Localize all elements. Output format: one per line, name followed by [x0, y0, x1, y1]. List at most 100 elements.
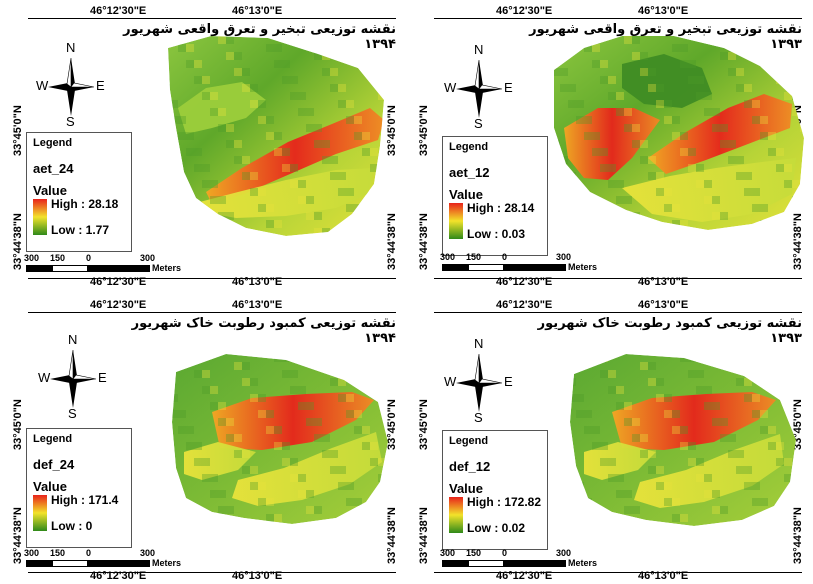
- legend-high: High : 28.18: [51, 197, 119, 211]
- legend-color-ramp: [33, 495, 47, 531]
- legend-color-ramp: [33, 199, 47, 235]
- legend-box: Legend def_24 Value High : 171.4 Low : 0: [26, 428, 132, 548]
- legend-heading: Legend: [449, 435, 489, 447]
- coord-bottom-left: 46°12'30"E: [90, 570, 147, 582]
- scale-bar: 300 150 0 300 Meters: [24, 253, 194, 279]
- legend-color-ramp: [449, 203, 463, 239]
- compass-n: N: [68, 332, 78, 347]
- map-panel-aet-1393: 46°12'30"E 46°13'0"E 46°12'30"E 46°13'0"…: [412, 5, 808, 290]
- north-arrow-icon: N S W E: [444, 336, 514, 425]
- raster-map: [172, 354, 388, 524]
- scale-bar: 300 150 0 300 Meters: [440, 548, 610, 574]
- scale-label-300-left: 300: [24, 548, 40, 558]
- map-zone-1: [184, 442, 256, 480]
- coord-top-left: 46°12'30"E: [90, 5, 147, 17]
- legend-low: Low : 0.02: [467, 521, 526, 535]
- map-zone-1: [192, 168, 374, 218]
- coord-bottom-left: 46°12'30"E: [496, 276, 553, 288]
- legend-heading: Legend: [33, 137, 73, 149]
- coord-bottom-left: 46°12'30"E: [496, 570, 553, 582]
- scale-units: Meters: [152, 263, 182, 273]
- legend-layer-name: def_24: [33, 457, 75, 472]
- legend-value-label: Value: [449, 481, 483, 496]
- legend-box: Legend def_12 Value High : 172.82 Low : …: [442, 430, 548, 550]
- legend-high: High : 171.4: [51, 493, 119, 507]
- coord-top-right: 46°13'0"E: [232, 5, 283, 17]
- raster-map: [554, 36, 804, 230]
- compass-w: W: [444, 80, 457, 95]
- coord-top-left: 46°12'30"E: [496, 299, 553, 311]
- map-zone-0: [206, 108, 384, 204]
- map-zone-0: [564, 108, 660, 180]
- scale-bar: 300 150 0 300 Meters: [440, 252, 610, 278]
- scale-label-150: 150: [466, 548, 482, 558]
- map-zone-2: [178, 82, 266, 134]
- scale-label-300-right: 300: [140, 548, 156, 558]
- compass-e: E: [504, 80, 513, 95]
- compass-s: S: [474, 116, 483, 131]
- scale-label-300-right: 300: [140, 253, 156, 263]
- compass-e: E: [504, 374, 513, 389]
- coord-top-right: 46°13'0"E: [638, 5, 689, 17]
- map-zone-2: [634, 434, 784, 508]
- compass-n: N: [66, 40, 76, 55]
- legend-layer-name: def_12: [449, 459, 491, 474]
- map-panel-def-1393: 46°12'30"E 46°13'0"E 46°12'30"E 46°13'0"…: [412, 299, 808, 584]
- map-frame-top: [28, 312, 396, 313]
- legend-low: Low : 0.03: [467, 227, 526, 241]
- map-title: نقشه توزیعی کمبود رطوبت خاک شهریور ۱۳۹۳: [537, 316, 802, 346]
- coord-top-right: 46°13'0"E: [232, 299, 283, 311]
- map-title: نقشه توزیعی تبخیر و تعرق واقعی شهریور ۱۳…: [123, 22, 396, 52]
- legend-value-label: Value: [33, 183, 67, 198]
- compass-e: E: [96, 78, 105, 93]
- scale-label-300-left: 300: [440, 548, 456, 558]
- north-arrow-icon: N S W E: [36, 40, 106, 129]
- legend-high: High : 28.14: [467, 201, 535, 215]
- legend-value-label: Value: [449, 187, 483, 202]
- map-panel-aet-1394: 46°12'30"E 46°13'0"E 46°12'30"E 46°13'0"…: [6, 5, 402, 290]
- scale-label-300-left: 300: [440, 252, 456, 262]
- coord-top-left: 46°12'30"E: [496, 5, 553, 17]
- map-panel-def-1394: 46°12'30"E 46°13'0"E 46°12'30"E 46°13'0"…: [6, 299, 402, 584]
- compass-w: W: [444, 374, 457, 389]
- legend-box: Legend aet_12 Value High : 28.14 Low : 0…: [442, 136, 548, 256]
- scale-label-300-right: 300: [556, 548, 572, 558]
- scale-label-0: 0: [502, 252, 508, 262]
- coord-bottom-right: 46°13'0"E: [638, 276, 689, 288]
- compass-w: W: [38, 370, 51, 385]
- scale-label-0: 0: [86, 253, 92, 263]
- raster-map: [168, 36, 384, 236]
- coord-bottom-right: 46°13'0"E: [232, 570, 283, 582]
- map-zone-0: [212, 392, 374, 450]
- legend-heading: Legend: [449, 141, 489, 153]
- compass-e: E: [98, 370, 107, 385]
- scale-units: Meters: [568, 262, 598, 272]
- north-arrow-icon: N S W E: [38, 332, 108, 421]
- scale-bar: 300 150 0 300 Meters: [24, 548, 194, 574]
- map-title: نقشه توزیعی کمبود رطوبت خاک شهریور ۱۳۹۴: [131, 316, 396, 346]
- legend-layer-name: aet_24: [33, 161, 74, 176]
- compass-s: S: [474, 410, 483, 425]
- scale-label-0: 0: [86, 548, 92, 558]
- compass-n: N: [474, 336, 484, 351]
- scale-units: Meters: [152, 558, 182, 568]
- compass-s: S: [68, 406, 77, 421]
- scale-label-150: 150: [50, 253, 66, 263]
- map-zone-3: [622, 54, 712, 108]
- coord-bottom-right: 46°13'0"E: [232, 276, 283, 288]
- map-frame-top: [434, 312, 802, 313]
- scale-label-300-right: 300: [556, 252, 572, 262]
- legend-value-label: Value: [33, 479, 67, 494]
- coord-bottom-left: 46°12'30"E: [90, 276, 147, 288]
- map-zone-1: [584, 442, 656, 480]
- scale-units: Meters: [568, 558, 598, 568]
- compass-s: S: [66, 114, 75, 129]
- coord-top-left: 46°12'30"E: [90, 299, 147, 311]
- raster-map: [570, 354, 796, 526]
- scale-label-150: 150: [466, 252, 482, 262]
- map-frame-bottom: [434, 278, 802, 279]
- map-title: نقشه توزیعی تبخیر و تعرق واقعی شهریور ۱۳…: [529, 22, 802, 52]
- compass-n: N: [474, 42, 484, 57]
- legend-high: High : 172.82: [467, 495, 542, 509]
- legend-low: Low : 1.77: [51, 223, 110, 237]
